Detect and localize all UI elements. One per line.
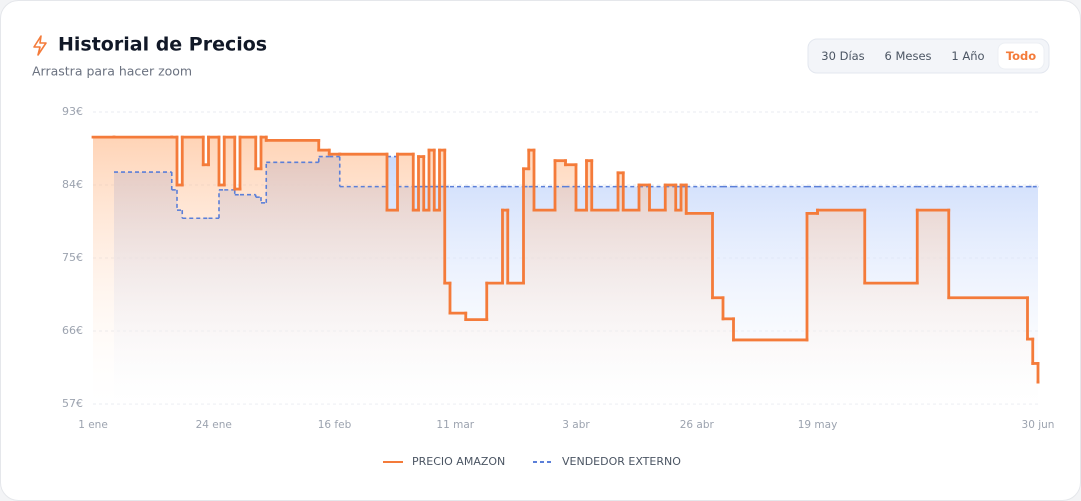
x-tick-label: 3 abr	[562, 419, 590, 431]
x-tick-label: 19 may	[798, 419, 838, 431]
x-tick-label: 16 feb	[318, 419, 352, 431]
legend-label: VENDEDOR EXTERNO	[562, 455, 681, 468]
range-group	[807, 38, 1050, 74]
y-tick-label: 75€	[62, 251, 83, 264]
range-button[interactable]: 6 Meses	[884, 49, 931, 63]
range-button[interactable]: Todo	[1006, 49, 1036, 63]
range-button[interactable]: 1 Año	[951, 49, 984, 63]
bolt-icon	[33, 35, 47, 56]
y-tick-label: 93€	[62, 105, 83, 118]
y-tick-label: 57€	[62, 397, 83, 410]
range-button[interactable]: 30 Días	[821, 49, 864, 63]
step-riser	[170, 156, 399, 219]
x-tick-label: 30 jun	[1022, 419, 1055, 431]
x-tick-label: 11 mar	[436, 419, 474, 431]
legend-label: PRECIO AMAZON	[412, 455, 505, 468]
y-tick-label: 66€	[62, 324, 83, 337]
x-tick-label: 26 abr	[680, 419, 715, 431]
range-button-bg	[997, 42, 1045, 70]
x-tick-label: 1 ene	[78, 419, 108, 431]
x-tick-label: 24 ene	[196, 419, 232, 431]
y-tick-label: 84€	[62, 178, 83, 191]
area-fill	[93, 137, 1038, 404]
chart-subtitle: Arrastra para hacer zoom	[32, 64, 192, 79]
chart-title: Historial de Precios	[58, 34, 267, 56]
